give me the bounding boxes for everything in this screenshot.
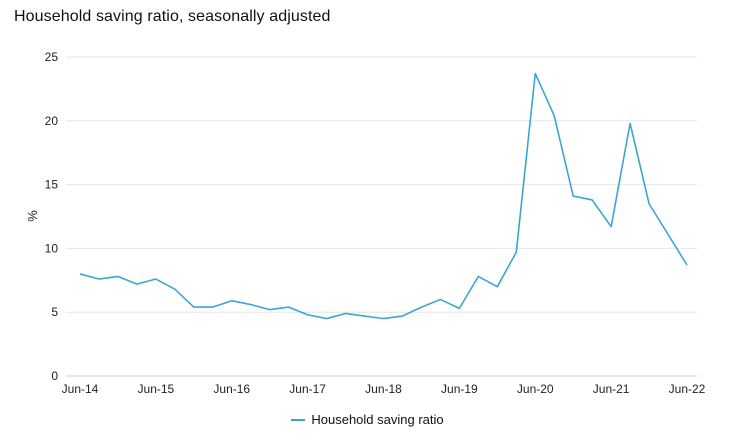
legend-label: Household saving ratio [311,412,444,427]
data-point [363,314,367,318]
data-point [135,282,139,286]
legend-swatch [291,418,306,421]
data-point [495,285,499,289]
data-point [514,250,518,254]
x-tick-label: Jun-14 [62,382,99,396]
y-tick-label: 15 [45,178,59,192]
data-point [476,274,480,278]
data-point [419,305,423,309]
x-tick-label: Jun-20 [517,382,554,396]
x-tick-label: Jun-16 [213,382,250,396]
chart-title: Household saving ratio, seasonally adjus… [14,8,331,25]
data-point [344,311,348,315]
y-axis-ticks: 0 5 10 15 20 25 [45,50,59,383]
x-tick-label: Jun-17 [289,382,326,396]
data-point [552,114,556,118]
data-point [590,198,594,202]
data-point [533,72,537,76]
x-tick-label: Jun-21 [593,382,630,396]
y-tick-label: 0 [51,369,58,383]
data-point [666,232,670,236]
data-point [97,277,101,281]
data-point [457,306,461,310]
series-line [79,72,688,320]
y-tick-label: 20 [45,114,59,128]
data-point [400,314,404,318]
series-group [78,72,689,321]
x-axis-ticks: Jun-14 Jun-15 Jun-16 Jun-17 Jun-18 Jun-19 Jun-… [62,382,706,396]
data-point [192,305,196,309]
data-point [116,274,120,278]
data-point [647,202,651,206]
y-tick-label: 25 [45,50,59,64]
data-point [325,317,329,321]
data-point [211,305,215,309]
x-tick-label: Jun-19 [441,382,478,396]
y-tick-label: 10 [45,241,59,255]
data-point [571,194,575,198]
data-point [438,297,442,301]
gridlines [66,56,697,377]
data-point [230,299,234,303]
data-point [173,287,177,291]
y-tick-label: 5 [51,305,58,319]
x-tick-label: Jun-18 [365,382,402,396]
data-point [306,313,310,317]
data-point [154,277,158,281]
data-point [685,263,689,267]
data-point [78,272,82,276]
legend: Household saving ratio [0,412,735,427]
data-point [268,308,272,312]
data-point [609,225,613,229]
data-point [249,303,253,307]
x-tick-label: Jun-15 [138,382,175,396]
x-tick-label: Jun-22 [669,382,706,396]
data-point [628,121,632,125]
y-axis-label: % [25,210,40,222]
data-point [287,305,291,309]
data-point [382,317,386,321]
